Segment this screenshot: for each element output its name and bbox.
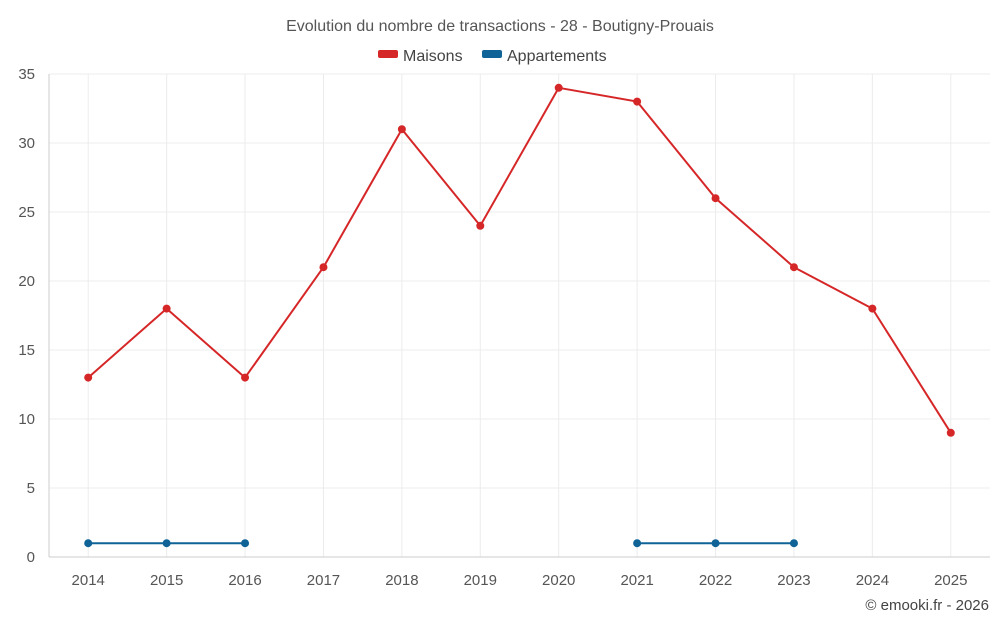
y-tick-label: 5 <box>27 480 35 497</box>
data-point-appartements <box>711 539 720 548</box>
data-point-maisons <box>476 221 485 230</box>
data-point-maisons <box>633 97 642 106</box>
grid <box>49 73 990 557</box>
y-tick-label: 10 <box>18 411 35 428</box>
legend: Maisons Appartements <box>378 48 607 65</box>
data-point-maisons <box>554 83 563 92</box>
data-point-maisons <box>789 263 798 272</box>
legend-swatch-maisons <box>378 50 398 58</box>
data-point-appartements <box>633 539 642 548</box>
y-tick-label: 0 <box>27 549 35 566</box>
x-tick-label: 2018 <box>385 572 418 589</box>
series-line-maisons <box>87 86 952 434</box>
chart-title: Evolution du nombre de transactions - 28… <box>286 18 714 35</box>
data-point-appartements <box>241 539 250 548</box>
series <box>84 83 955 548</box>
data-point-maisons <box>711 194 720 203</box>
x-tick-label: 2015 <box>150 572 183 589</box>
data-point-maisons <box>241 373 250 382</box>
legend-label-maisons[interactable]: Maisons <box>403 48 463 65</box>
data-point-maisons <box>868 304 877 313</box>
x-tick-label: 2022 <box>699 572 732 589</box>
credit-text: © emooki.fr - 2026 <box>865 597 989 614</box>
x-tick-label: 2021 <box>620 572 653 589</box>
data-point-appartements <box>162 539 171 548</box>
y-tick-label: 20 <box>18 273 35 290</box>
x-tick-label: 2019 <box>464 572 497 589</box>
y-tick-label: 35 <box>18 66 35 83</box>
data-point-appartements <box>789 539 798 548</box>
data-point-maisons <box>946 428 955 437</box>
legend-label-appartements[interactable]: Appartements <box>507 48 607 65</box>
x-tick-label: 2014 <box>72 572 105 589</box>
x-tick-label: 2020 <box>542 572 575 589</box>
legend-swatch-appartements <box>482 50 502 58</box>
x-tick-label: 2024 <box>856 572 889 589</box>
data-point-maisons <box>319 263 328 272</box>
y-tick-label: 25 <box>18 204 35 221</box>
y-tick-label: 30 <box>18 135 35 152</box>
data-point-maisons <box>162 304 171 313</box>
data-point-maisons <box>84 373 93 382</box>
data-point-maisons <box>397 125 406 134</box>
x-tick-label: 2017 <box>307 572 340 589</box>
x-tick-label: 2025 <box>934 572 967 589</box>
data-point-appartements <box>84 539 93 548</box>
y-tick-label: 15 <box>18 342 35 359</box>
x-tick-label: 2016 <box>228 572 261 589</box>
x-tick-label: 2023 <box>777 572 810 589</box>
